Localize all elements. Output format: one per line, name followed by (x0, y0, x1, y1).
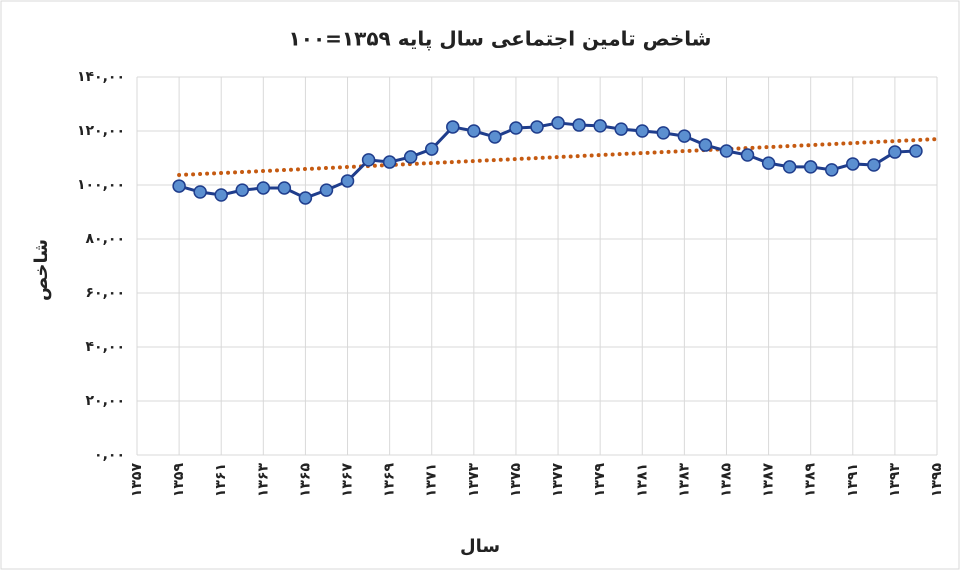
x-axis-label: سال (460, 536, 500, 557)
marker (467, 124, 481, 138)
marker (698, 138, 713, 152)
marker (803, 160, 818, 174)
marker (382, 155, 397, 169)
marker (340, 174, 355, 188)
marker (424, 142, 439, 156)
marker (677, 129, 692, 143)
marker (551, 116, 565, 130)
marker (761, 156, 776, 170)
y-tick-label: ۸۰,۰۰ (86, 231, 126, 247)
trendline (177, 137, 939, 178)
marker (909, 144, 923, 158)
x-tick-label: ۱۳۹۵ (929, 463, 945, 498)
x-tick-label: ۱۳۷۷ (550, 463, 566, 498)
x-tick-label: ۱۳۵۹ (171, 463, 187, 498)
x-tick-label: ۱۳۶۹ (382, 463, 398, 498)
marker (256, 181, 271, 195)
y-tick-label: ۰,۰۰ (94, 447, 125, 463)
marker (656, 126, 671, 140)
x-tick-label: ۱۳۶۵ (297, 463, 313, 498)
x-tick-label: ۱۳۷۹ (592, 463, 608, 498)
marker (572, 118, 586, 132)
marker (361, 153, 376, 167)
x-tick-label: ۱۳۹۳ (887, 463, 903, 498)
x-tick-label: ۱۳۶۷ (340, 463, 356, 498)
x-tick-label: ۱۳۸۹ (803, 463, 819, 498)
marker (593, 119, 607, 133)
y-tick-label: ۱۲۰,۰۰ (77, 123, 125, 139)
chart-title: شاخص تامین اجتماعی سال پایه ۱۳۵۹=۱۰۰ (289, 27, 712, 52)
y-tick-label: ۱۴۰,۰۰ (77, 69, 125, 85)
marker (740, 148, 755, 162)
x-tick-label: ۱۳۷۵ (508, 463, 524, 498)
marker (298, 191, 313, 205)
marker (635, 124, 650, 138)
marker (277, 181, 292, 195)
x-tick-label: ۱۳۹۱ (845, 463, 861, 497)
marker (446, 120, 460, 134)
x-tick-label: ۱۳۸۱ (634, 463, 650, 497)
marker (782, 160, 797, 174)
x-tick-label: ۱۳۸۳ (676, 463, 692, 498)
marker (319, 183, 334, 197)
y-tick-label: ۱۰۰,۰۰ (77, 177, 125, 193)
marker (509, 121, 523, 135)
marker (846, 157, 860, 171)
marker (888, 145, 902, 159)
marker (824, 163, 839, 177)
marker (172, 179, 186, 193)
marker (719, 144, 734, 158)
x-tick-label: ۱۳۵۷ (129, 463, 145, 498)
marker (614, 122, 628, 136)
x-tick-label: ۱۳۶۳ (255, 463, 271, 498)
marker (235, 183, 250, 197)
x-tick-label: ۱۳۷۳ (466, 463, 482, 498)
marker (488, 130, 502, 144)
marker (214, 188, 228, 202)
marker (193, 185, 207, 199)
y-tick-label: ۲۰,۰۰ (86, 393, 126, 409)
marker (530, 120, 544, 134)
x-tick-label: ۱۳۸۷ (761, 463, 777, 498)
x-tick-label: ۱۳۶۱ (213, 463, 229, 497)
y-axis-label: شاخص (31, 239, 52, 301)
x-tick-label: ۱۳۸۵ (718, 463, 734, 498)
y-tick-label: ۴۰,۰۰ (86, 339, 126, 355)
marker (403, 150, 418, 164)
x-tick-label: ۱۳۷۱ (424, 463, 440, 497)
marker (867, 158, 881, 172)
y-tick-label: ۶۰,۰۰ (86, 285, 126, 301)
